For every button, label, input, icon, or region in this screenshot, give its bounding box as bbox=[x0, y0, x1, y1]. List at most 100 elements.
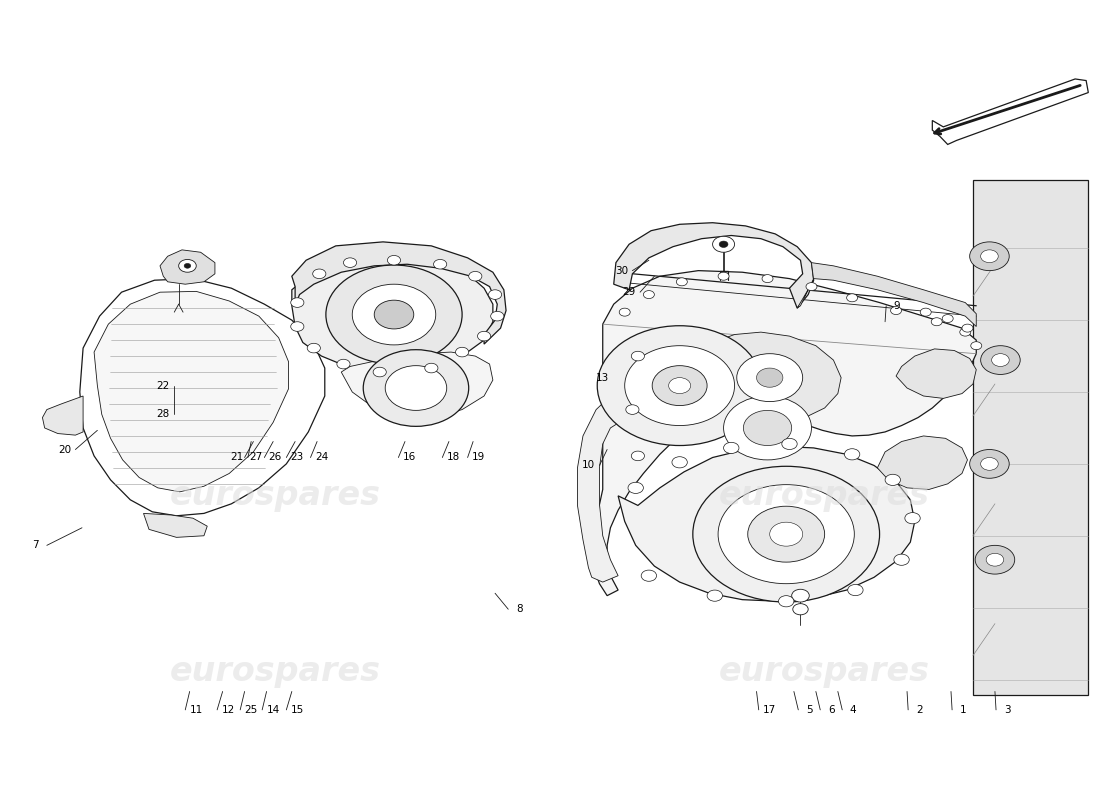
Circle shape bbox=[762, 274, 773, 282]
Circle shape bbox=[986, 554, 1003, 566]
Text: eurospares: eurospares bbox=[169, 655, 381, 688]
Circle shape bbox=[970, 450, 1009, 478]
Circle shape bbox=[970, 242, 1009, 270]
Polygon shape bbox=[292, 242, 506, 344]
Polygon shape bbox=[896, 349, 977, 398]
Circle shape bbox=[806, 282, 817, 290]
Text: 8: 8 bbox=[516, 604, 522, 614]
Circle shape bbox=[477, 331, 491, 341]
Text: 28: 28 bbox=[156, 410, 169, 419]
Circle shape bbox=[770, 522, 803, 546]
Circle shape bbox=[290, 298, 304, 307]
Circle shape bbox=[387, 255, 400, 265]
Circle shape bbox=[488, 290, 502, 299]
Polygon shape bbox=[95, 291, 288, 492]
Circle shape bbox=[991, 354, 1009, 366]
Text: 13: 13 bbox=[596, 373, 609, 382]
Circle shape bbox=[363, 350, 469, 426]
Circle shape bbox=[469, 271, 482, 281]
Circle shape bbox=[748, 506, 825, 562]
Text: 29: 29 bbox=[623, 287, 636, 297]
Circle shape bbox=[644, 290, 654, 298]
Circle shape bbox=[352, 284, 436, 345]
Text: 4: 4 bbox=[850, 705, 857, 715]
Text: 17: 17 bbox=[763, 705, 777, 715]
Text: 23: 23 bbox=[290, 453, 304, 462]
Text: 25: 25 bbox=[244, 705, 257, 715]
Text: 26: 26 bbox=[268, 453, 282, 462]
Text: 15: 15 bbox=[290, 705, 304, 715]
Circle shape bbox=[981, 458, 998, 470]
Text: 24: 24 bbox=[315, 453, 328, 462]
Polygon shape bbox=[696, 332, 842, 422]
Polygon shape bbox=[292, 256, 493, 372]
Circle shape bbox=[641, 570, 657, 582]
Circle shape bbox=[718, 272, 729, 280]
Circle shape bbox=[848, 585, 864, 596]
Circle shape bbox=[676, 278, 688, 286]
Circle shape bbox=[326, 265, 462, 364]
Circle shape bbox=[737, 354, 803, 402]
Circle shape bbox=[905, 513, 921, 524]
Circle shape bbox=[793, 604, 808, 615]
Circle shape bbox=[425, 363, 438, 373]
Text: 21: 21 bbox=[230, 453, 243, 462]
Text: 30: 30 bbox=[615, 266, 628, 276]
Circle shape bbox=[981, 346, 1020, 374]
Text: 11: 11 bbox=[189, 705, 202, 715]
Circle shape bbox=[672, 457, 688, 468]
Text: 16: 16 bbox=[403, 453, 416, 462]
Circle shape bbox=[455, 347, 469, 357]
Circle shape bbox=[894, 554, 910, 566]
Text: 3: 3 bbox=[1003, 705, 1010, 715]
Circle shape bbox=[718, 485, 855, 584]
Circle shape bbox=[981, 250, 998, 262]
Text: 6: 6 bbox=[828, 705, 835, 715]
Circle shape bbox=[891, 306, 902, 314]
Circle shape bbox=[779, 596, 794, 607]
Text: 5: 5 bbox=[806, 705, 813, 715]
Circle shape bbox=[652, 366, 707, 406]
Circle shape bbox=[184, 263, 190, 268]
Circle shape bbox=[845, 449, 860, 460]
Text: 10: 10 bbox=[582, 461, 595, 470]
Circle shape bbox=[373, 367, 386, 377]
Text: eurospares: eurospares bbox=[719, 655, 931, 688]
Text: 12: 12 bbox=[221, 705, 234, 715]
Polygon shape bbox=[143, 514, 207, 538]
Circle shape bbox=[921, 308, 932, 316]
Circle shape bbox=[971, 342, 982, 350]
Circle shape bbox=[693, 466, 880, 602]
Circle shape bbox=[782, 438, 797, 450]
Polygon shape bbox=[594, 270, 977, 596]
Text: 7: 7 bbox=[33, 540, 40, 550]
Circle shape bbox=[631, 351, 645, 361]
Polygon shape bbox=[341, 352, 493, 418]
Circle shape bbox=[932, 318, 943, 326]
Circle shape bbox=[625, 346, 735, 426]
Polygon shape bbox=[614, 222, 814, 308]
Circle shape bbox=[343, 258, 356, 267]
Circle shape bbox=[619, 308, 630, 316]
Polygon shape bbox=[798, 262, 977, 326]
Bar bbox=[974, 180, 1088, 695]
Circle shape bbox=[491, 311, 504, 321]
Polygon shape bbox=[578, 392, 632, 582]
Circle shape bbox=[757, 368, 783, 387]
Circle shape bbox=[374, 300, 414, 329]
Text: 18: 18 bbox=[447, 453, 460, 462]
Polygon shape bbox=[80, 278, 324, 516]
Text: 19: 19 bbox=[472, 453, 485, 462]
Circle shape bbox=[312, 269, 326, 278]
Text: 22: 22 bbox=[156, 381, 169, 390]
Text: 20: 20 bbox=[58, 445, 72, 454]
Circle shape bbox=[847, 294, 858, 302]
Polygon shape bbox=[160, 250, 215, 284]
Circle shape bbox=[337, 359, 350, 369]
Text: 2: 2 bbox=[916, 705, 923, 715]
Circle shape bbox=[385, 366, 447, 410]
Text: 14: 14 bbox=[266, 705, 279, 715]
Circle shape bbox=[943, 314, 954, 322]
Circle shape bbox=[433, 259, 447, 269]
Polygon shape bbox=[933, 79, 1088, 145]
